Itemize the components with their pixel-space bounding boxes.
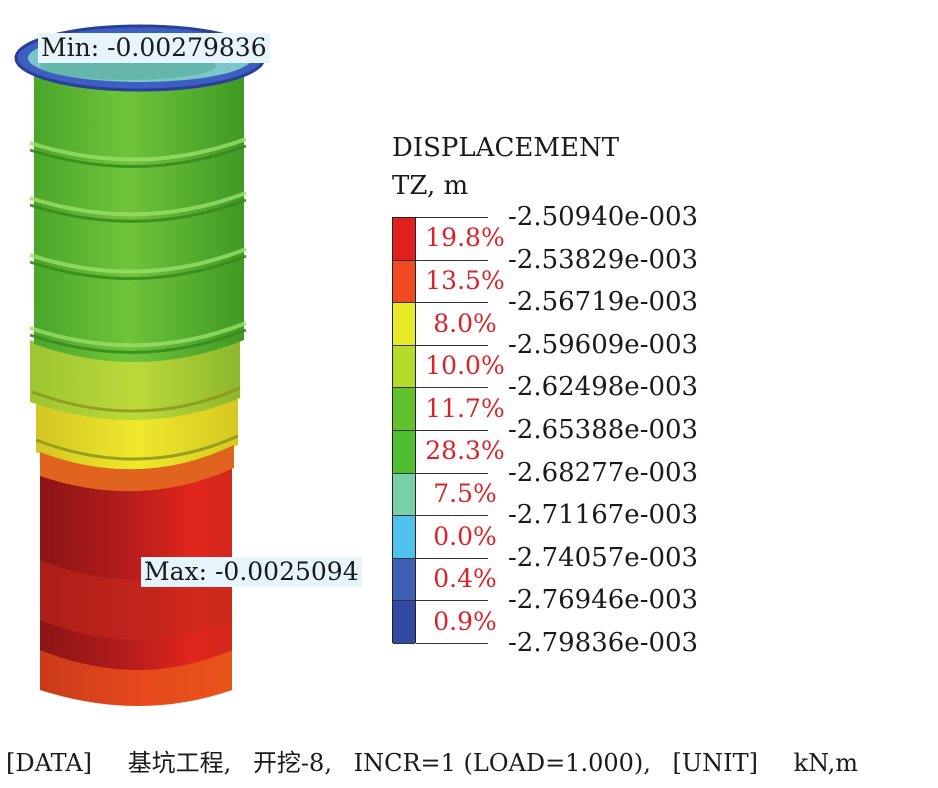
legend-tick xyxy=(416,472,488,474)
legend-percentage: 0.9% xyxy=(433,606,497,636)
ring-ribs xyxy=(29,144,247,354)
legend-percentage: 10.0% xyxy=(425,351,505,381)
footer-unit-tag: [UNIT] xyxy=(672,749,758,777)
legend-value: -2.79836e-003 xyxy=(508,628,699,658)
legend-swatch xyxy=(393,431,415,474)
legend-value: -2.74057e-003 xyxy=(508,542,699,573)
footer-incr: INCR=1 (LOAD=1.000), xyxy=(353,749,651,777)
legend-value: -2.53829e-003 xyxy=(508,244,699,275)
footer-units: kN,m xyxy=(793,749,859,777)
legend-tick xyxy=(416,387,488,389)
legend-swatch xyxy=(393,345,415,389)
legend-percentage: 0.0% xyxy=(433,521,497,551)
ring-ribs-light xyxy=(29,137,247,348)
legend-color-bar xyxy=(392,217,416,644)
footer-project: 基坑工程, xyxy=(127,749,232,777)
legend-title: DISPLACEMENT xyxy=(392,133,620,163)
legend-tick xyxy=(416,430,488,431)
legend-value: -2.59609e-003 xyxy=(508,329,699,360)
ring-ribs-lower xyxy=(31,386,241,461)
footer-data-tag: [DATA] xyxy=(6,749,93,777)
legend-tick xyxy=(416,217,488,218)
legend-value: -2.71167e-003 xyxy=(508,500,699,531)
legend-tick xyxy=(416,344,488,346)
legend-tick xyxy=(416,557,488,559)
footer-stage: 开挖-8, xyxy=(252,749,332,777)
max-label: Max: -0.0025094 xyxy=(141,557,362,587)
legend-percentage: 28.3% xyxy=(425,436,505,466)
legend-value: -2.76946e-003 xyxy=(508,585,699,616)
legend-unit: TZ, m xyxy=(392,171,469,201)
legend-tick xyxy=(416,643,488,644)
legend-swatch xyxy=(393,601,415,644)
legend-tick xyxy=(416,302,488,304)
legend-percentage: 19.8% xyxy=(425,223,505,253)
legend-percentage: 8.0% xyxy=(433,308,497,338)
legend-swatch xyxy=(393,303,415,346)
legend-swatch xyxy=(393,388,415,431)
footer-caption: [DATA] 基坑工程, 开挖-8, INCR=1 (LOAD=1.000), … xyxy=(6,748,858,778)
cylinder-model xyxy=(14,24,266,706)
legend-percentage: 13.5% xyxy=(425,265,505,295)
legend-swatch xyxy=(393,473,415,517)
legend-value: -2.68277e-003 xyxy=(508,457,699,488)
legend-tick xyxy=(416,259,488,261)
legend-percentage: 7.5% xyxy=(433,478,497,508)
legend-tick xyxy=(416,515,488,517)
legend-percentage: 0.4% xyxy=(433,564,497,594)
legend-swatch xyxy=(393,516,415,559)
min-label: Min: -0.00279836 xyxy=(38,33,270,63)
legend-value: -2.65388e-003 xyxy=(508,415,699,445)
transition-band xyxy=(40,445,234,492)
shaft-lower xyxy=(40,440,232,705)
shaft-upper xyxy=(34,62,244,363)
legend-swatch xyxy=(393,558,415,602)
legend-value: -2.50940e-003 xyxy=(508,202,699,232)
legend-tick xyxy=(416,600,488,602)
shaft-bottom-band xyxy=(40,650,232,706)
legend-value: -2.56719e-003 xyxy=(508,287,699,318)
legend-percentage: 11.7% xyxy=(425,393,505,423)
legend-swatch xyxy=(393,218,415,261)
legend-value: -2.62498e-003 xyxy=(508,372,699,403)
legend-swatch xyxy=(393,260,415,304)
